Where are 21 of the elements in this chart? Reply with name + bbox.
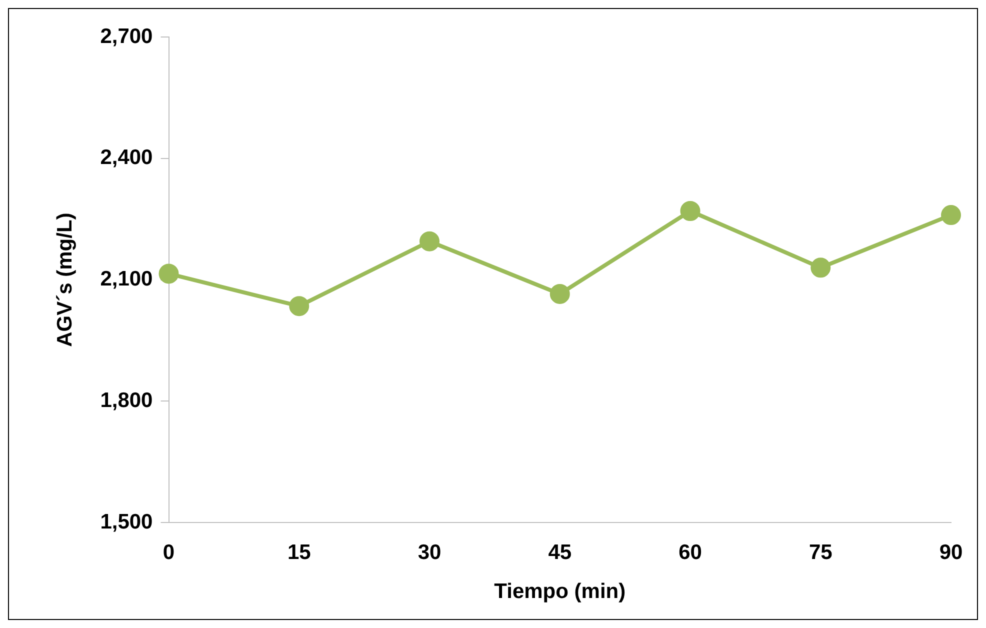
- y-tick-label: 1,500: [100, 510, 153, 534]
- point: [941, 205, 961, 226]
- point: [289, 296, 310, 316]
- point: [420, 231, 440, 252]
- y-tick-label: 2,400: [100, 146, 153, 170]
- x-tick-label: 45: [548, 540, 572, 564]
- point: [550, 284, 570, 304]
- point: [158, 264, 179, 284]
- x-tick-label: 90: [939, 540, 963, 564]
- x-axis-title: Tiempo (min): [494, 580, 626, 604]
- y-axis-title: AGV´s (mg/L): [53, 212, 76, 347]
- x-tick-label: 0: [162, 540, 175, 564]
- point: [810, 258, 831, 278]
- y-tick-label: 2,100: [100, 268, 153, 291]
- x-tick-label: 15: [287, 540, 312, 564]
- y-tick-label: 1,800: [100, 388, 153, 412]
- x-tick-label: 60: [678, 540, 702, 564]
- x-tick-label: 75: [808, 540, 833, 564]
- x-tick-label: 30: [418, 540, 442, 564]
- y-tick-label: 2,700: [100, 24, 153, 48]
- point: [680, 201, 700, 222]
